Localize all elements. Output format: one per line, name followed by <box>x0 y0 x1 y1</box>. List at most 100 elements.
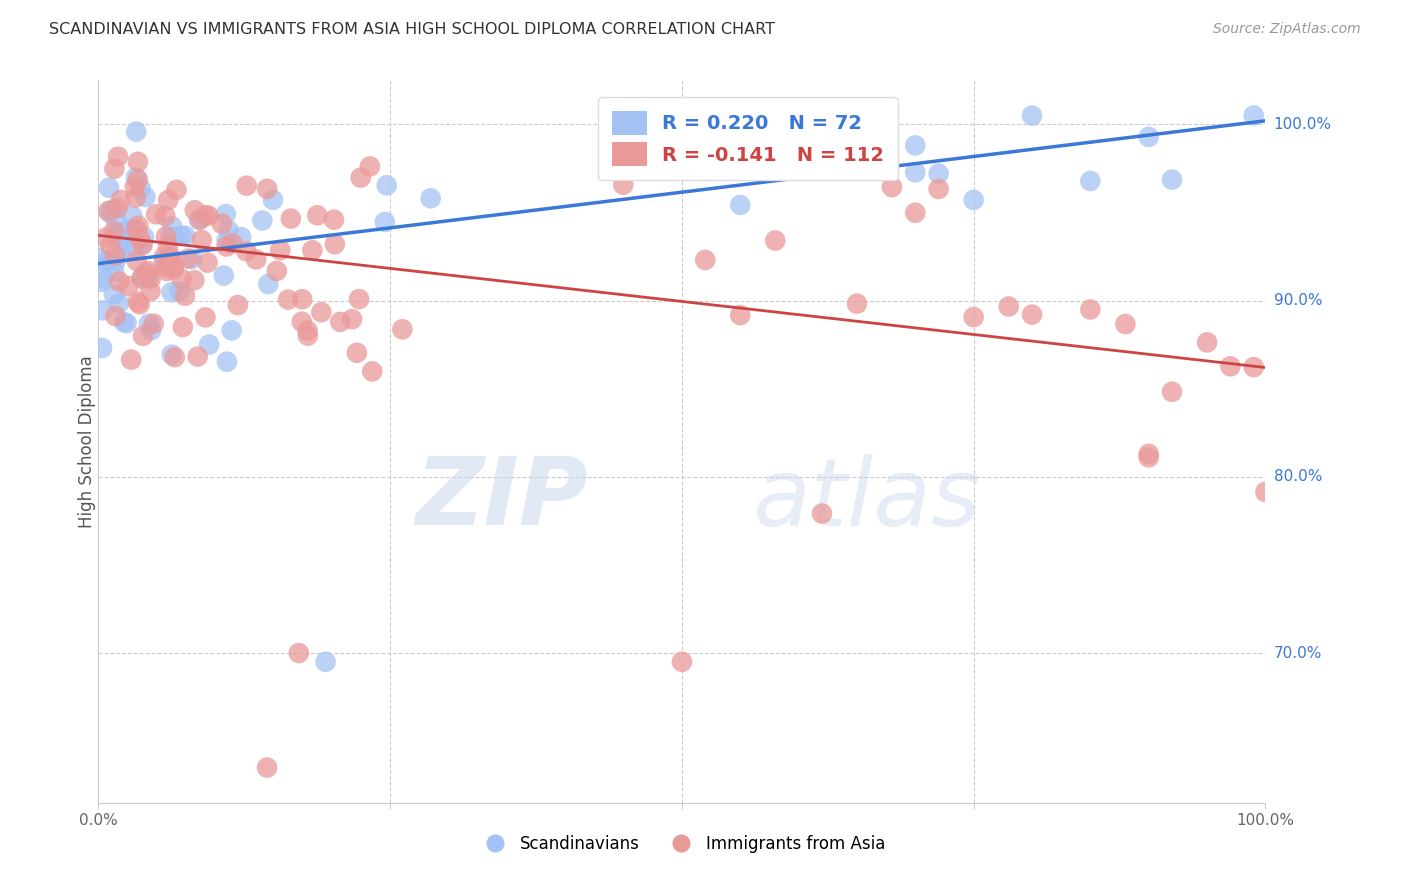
Point <box>928 167 950 181</box>
Point <box>215 207 238 221</box>
Point <box>136 270 159 285</box>
Point <box>811 163 834 178</box>
Point <box>962 193 984 207</box>
Point <box>1243 360 1265 375</box>
Point <box>846 296 869 310</box>
Point <box>301 244 323 258</box>
Point <box>107 150 129 164</box>
Point <box>256 760 278 774</box>
Point <box>198 337 221 351</box>
Point <box>323 237 346 252</box>
Point <box>125 253 148 268</box>
Point <box>125 124 148 138</box>
Point <box>131 236 153 251</box>
Point <box>96 256 118 270</box>
Point <box>197 255 219 269</box>
Point <box>221 236 243 251</box>
Point <box>730 308 752 322</box>
Point <box>131 271 153 285</box>
Point <box>212 268 235 283</box>
Point <box>323 212 346 227</box>
Point <box>159 230 181 244</box>
Point <box>127 172 149 186</box>
Point <box>134 190 156 204</box>
Point <box>104 249 127 263</box>
Point <box>1243 109 1265 123</box>
Point <box>155 260 177 275</box>
Point <box>159 252 181 266</box>
Point <box>231 230 253 244</box>
Point <box>1021 109 1043 123</box>
Point <box>108 296 131 310</box>
Point <box>163 229 186 244</box>
Point <box>197 209 219 223</box>
Point <box>169 285 191 299</box>
Point <box>156 240 179 254</box>
Point <box>291 292 314 306</box>
Point <box>277 293 299 307</box>
Point <box>159 250 181 264</box>
Point <box>128 297 150 311</box>
Point <box>1080 174 1102 188</box>
Point <box>1080 302 1102 317</box>
Point <box>162 262 184 277</box>
Point <box>104 228 127 243</box>
Point <box>329 315 352 329</box>
Point <box>1219 359 1241 374</box>
Point <box>346 346 368 360</box>
Point <box>131 269 153 284</box>
Point <box>928 182 950 196</box>
Point <box>419 191 441 205</box>
Point <box>177 252 200 266</box>
Point <box>811 507 834 521</box>
Text: 100.0%: 100.0% <box>1274 117 1331 132</box>
Point <box>98 180 121 194</box>
Point <box>127 219 149 233</box>
Point <box>107 201 129 215</box>
Point <box>266 264 288 278</box>
Point <box>120 352 142 367</box>
Point <box>307 208 329 222</box>
Point <box>1137 447 1160 461</box>
Point <box>127 294 149 309</box>
Point <box>647 111 669 125</box>
Point <box>221 323 243 337</box>
Point <box>127 154 149 169</box>
Point <box>153 250 176 264</box>
Point <box>90 275 112 289</box>
Point <box>904 165 927 179</box>
Point <box>100 239 122 253</box>
Point <box>160 285 183 300</box>
Point <box>138 317 160 331</box>
Point <box>350 170 373 185</box>
Point <box>91 303 114 318</box>
Point <box>190 233 212 247</box>
Text: Source: ZipAtlas.com: Source: ZipAtlas.com <box>1213 22 1361 37</box>
Point <box>125 170 148 185</box>
Point <box>163 350 186 364</box>
Point <box>962 310 984 324</box>
Point <box>121 209 143 223</box>
Point <box>155 209 177 223</box>
Point <box>194 208 217 222</box>
Point <box>157 193 180 207</box>
Point <box>904 138 927 153</box>
Point <box>245 252 267 267</box>
Point <box>361 364 384 378</box>
Point <box>257 277 280 292</box>
Point <box>112 224 135 238</box>
Point <box>695 252 717 267</box>
Point <box>174 289 197 303</box>
Point <box>174 228 197 243</box>
Point <box>91 341 114 355</box>
Point <box>194 310 217 325</box>
Point <box>124 179 146 194</box>
Point <box>91 271 114 285</box>
Point <box>142 317 165 331</box>
Point <box>135 266 157 280</box>
Point <box>108 274 131 288</box>
Point <box>181 252 204 266</box>
Point <box>187 212 209 227</box>
Point <box>359 160 381 174</box>
Point <box>139 323 162 337</box>
